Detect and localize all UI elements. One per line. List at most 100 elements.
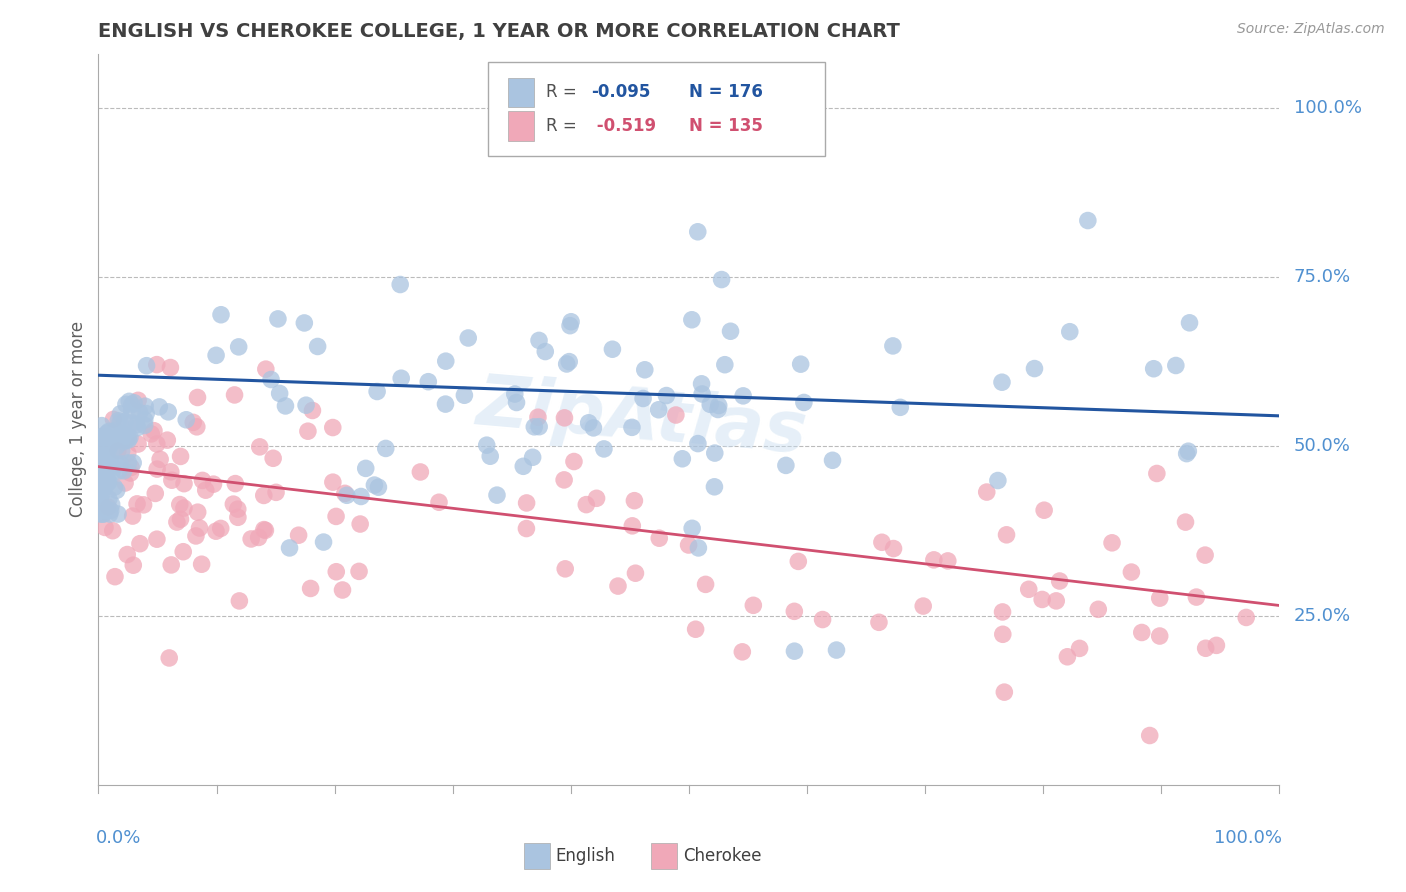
Point bbox=[515, 522, 537, 536]
Point bbox=[160, 558, 183, 572]
Point bbox=[883, 541, 905, 556]
Point bbox=[686, 436, 709, 450]
Point bbox=[94, 479, 117, 493]
Point bbox=[112, 464, 135, 478]
Point bbox=[173, 501, 195, 516]
Point bbox=[103, 433, 125, 447]
Point bbox=[301, 403, 323, 417]
Point bbox=[312, 535, 335, 549]
Point bbox=[117, 430, 139, 444]
Point bbox=[987, 474, 1010, 488]
Point bbox=[254, 362, 277, 376]
Point bbox=[157, 405, 180, 419]
Point bbox=[226, 510, 249, 524]
Point bbox=[108, 464, 131, 478]
Point bbox=[699, 397, 721, 411]
Point bbox=[98, 425, 121, 439]
Point bbox=[114, 414, 136, 428]
Point bbox=[475, 438, 498, 452]
Point bbox=[278, 541, 301, 555]
Point bbox=[516, 496, 538, 510]
Point bbox=[121, 403, 143, 417]
Point bbox=[560, 315, 582, 329]
Point bbox=[120, 466, 142, 480]
Point bbox=[97, 475, 120, 489]
Text: 50.0%: 50.0% bbox=[1294, 437, 1351, 455]
Point bbox=[186, 391, 208, 405]
Point bbox=[103, 480, 125, 494]
Point bbox=[105, 439, 128, 453]
Point bbox=[191, 474, 214, 488]
Point bbox=[503, 387, 526, 401]
Point bbox=[322, 420, 344, 434]
Point bbox=[108, 457, 131, 471]
Point bbox=[117, 446, 139, 460]
Point bbox=[96, 475, 118, 489]
Text: R =: R = bbox=[546, 117, 582, 135]
Point bbox=[1087, 602, 1109, 616]
Point bbox=[188, 521, 211, 535]
Point bbox=[132, 498, 155, 512]
Point bbox=[1018, 582, 1040, 597]
Bar bbox=[508, 112, 534, 141]
Point bbox=[602, 343, 624, 357]
Point bbox=[297, 424, 319, 438]
Point bbox=[620, 420, 643, 434]
Point bbox=[115, 548, 138, 562]
Point bbox=[485, 488, 508, 502]
Point bbox=[707, 402, 730, 417]
Point bbox=[1146, 467, 1168, 481]
Point bbox=[111, 426, 134, 441]
Point bbox=[172, 545, 194, 559]
Point bbox=[127, 437, 149, 451]
Point bbox=[870, 535, 893, 549]
Point bbox=[108, 416, 131, 430]
Point bbox=[1234, 610, 1257, 624]
Point bbox=[224, 388, 246, 402]
Point bbox=[253, 523, 276, 537]
Point bbox=[269, 386, 291, 401]
Point bbox=[97, 492, 120, 507]
Point bbox=[107, 443, 129, 458]
Point bbox=[96, 425, 118, 440]
Point bbox=[634, 363, 657, 377]
Point bbox=[122, 396, 145, 410]
Point bbox=[112, 434, 135, 449]
Point bbox=[731, 645, 754, 659]
Point bbox=[523, 420, 546, 434]
Point bbox=[100, 503, 122, 517]
Point bbox=[169, 512, 191, 526]
Point bbox=[742, 599, 765, 613]
Point bbox=[143, 486, 166, 500]
Point bbox=[87, 456, 110, 470]
Point bbox=[110, 407, 132, 421]
Point bbox=[97, 442, 120, 457]
Point bbox=[703, 480, 725, 494]
Point bbox=[575, 498, 598, 512]
Point bbox=[363, 478, 385, 492]
Point bbox=[427, 495, 450, 509]
Point bbox=[90, 418, 112, 433]
Point bbox=[101, 524, 124, 538]
Point bbox=[148, 400, 170, 414]
Point bbox=[688, 541, 710, 555]
Point bbox=[134, 413, 156, 427]
Point bbox=[366, 384, 388, 399]
Point bbox=[120, 460, 142, 475]
Point bbox=[100, 456, 122, 470]
Point bbox=[159, 360, 181, 375]
Point bbox=[322, 475, 344, 490]
Bar bbox=[523, 843, 550, 869]
Point bbox=[135, 407, 157, 421]
Point bbox=[146, 437, 169, 451]
Point bbox=[512, 459, 534, 474]
Point bbox=[453, 388, 475, 402]
Point bbox=[347, 565, 370, 579]
Text: R =: R = bbox=[546, 83, 582, 102]
Point bbox=[1175, 447, 1198, 461]
Point bbox=[457, 331, 479, 345]
Point bbox=[94, 453, 117, 467]
Point bbox=[186, 420, 208, 434]
Point bbox=[222, 497, 245, 511]
Point bbox=[325, 509, 347, 524]
